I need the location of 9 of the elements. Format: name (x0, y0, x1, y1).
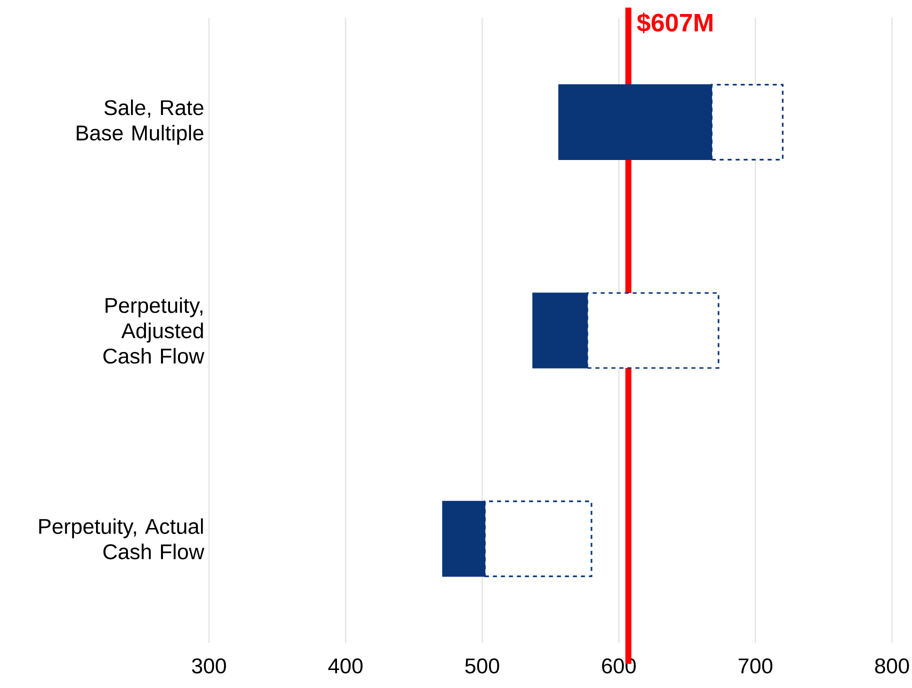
x-tick-label: 400 (328, 658, 363, 674)
x-tick-label: 800 (875, 658, 909, 674)
x-tick-label: 500 (465, 658, 500, 674)
y-tick-label: Perpetuity, Adjusted Cash Flow (103, 297, 204, 364)
y-tick-label: Sale, Rate Base Multiple (76, 100, 204, 145)
y-tick-label: Perpetuity, Actual Cash Flow (39, 518, 204, 560)
x-tick-label: 700 (738, 658, 772, 674)
ref-line-label: $607M (636, 12, 712, 34)
x-tick-label: 300 (192, 658, 226, 674)
